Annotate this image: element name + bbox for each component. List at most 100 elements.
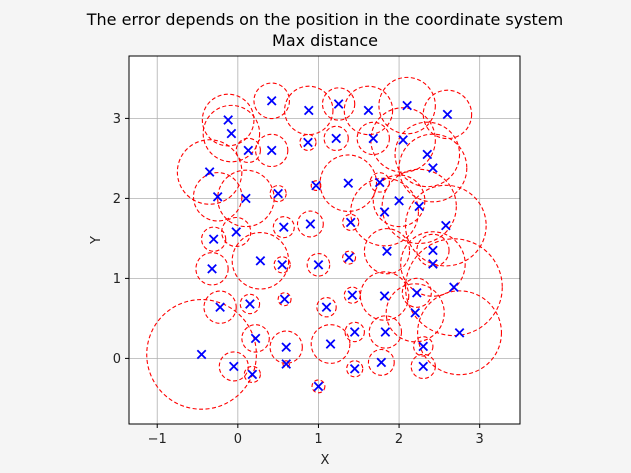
y-tick-label: 1	[113, 272, 121, 287]
error-circle	[146, 299, 257, 410]
error-circle	[239, 293, 261, 315]
point-marker	[247, 369, 258, 380]
error-circle	[306, 252, 331, 277]
chart-title: The error depends on the position in the…	[86, 10, 563, 29]
point-marker	[347, 290, 358, 301]
error-circle	[277, 292, 292, 307]
point-marker	[368, 133, 379, 144]
error-circle	[400, 231, 466, 297]
point-marker	[345, 217, 356, 228]
y-axis-label: Y	[89, 236, 104, 245]
error-circle	[344, 321, 365, 343]
point-marker	[305, 219, 316, 229]
error-circle	[218, 351, 249, 382]
x-axis-ticks: −1 0 1 2 3	[148, 424, 484, 447]
x-tick-label: 2	[395, 432, 403, 447]
point-marker	[331, 133, 342, 144]
x-axis-label: X	[321, 453, 330, 468]
point-marker	[379, 207, 390, 217]
point-marker	[231, 227, 242, 237]
point-marker	[255, 255, 266, 266]
error-circle	[342, 213, 360, 232]
error-circle	[342, 250, 357, 265]
point-marker	[402, 100, 412, 111]
error-circle	[255, 133, 289, 168]
error-circle	[378, 76, 436, 135]
error-circle	[176, 139, 243, 205]
error-circle	[368, 315, 403, 349]
point-marker	[379, 291, 390, 301]
point-marker	[277, 259, 288, 270]
error-circle	[413, 336, 434, 357]
x-tick-label: 3	[476, 432, 484, 447]
error-circle	[243, 365, 261, 384]
error-circle	[356, 121, 390, 156]
error-circle	[316, 296, 337, 318]
error-circle	[350, 177, 419, 247]
point-marker	[333, 99, 344, 109]
error-circle	[284, 85, 334, 136]
error-circle	[310, 324, 351, 364]
point-marker	[266, 95, 277, 106]
point-marker	[313, 259, 324, 270]
point-marker	[281, 342, 292, 353]
error-circle	[404, 238, 503, 337]
point-marker	[207, 263, 217, 274]
point-marker	[208, 234, 219, 245]
error-circle	[235, 137, 261, 164]
error-circle	[253, 82, 290, 120]
error-circle	[299, 133, 317, 152]
point-marker	[410, 307, 421, 318]
error-circle	[363, 228, 411, 275]
error-circle	[343, 286, 361, 304]
error-circle	[416, 233, 450, 268]
grid	[129, 56, 520, 424]
error-circle	[404, 184, 487, 267]
point-marker	[363, 105, 374, 116]
point-marker	[321, 302, 332, 313]
error-circle	[192, 172, 243, 222]
point-marker	[223, 115, 233, 125]
point-marker	[228, 361, 239, 372]
error-circle	[201, 226, 227, 252]
error-circle	[282, 360, 290, 368]
error-circle	[359, 271, 410, 321]
point-marker	[279, 294, 290, 305]
point-marker	[266, 145, 277, 156]
point-marker	[380, 327, 391, 337]
error-circle	[311, 379, 326, 394]
y-tick-label: 0	[113, 352, 121, 367]
error-circle	[203, 290, 237, 324]
point-marker	[281, 359, 292, 369]
error-circle	[367, 348, 395, 376]
y-tick-label: 3	[113, 112, 121, 127]
error-circle	[269, 184, 287, 203]
point-marker	[250, 333, 261, 344]
point-marker	[449, 282, 459, 293]
error-circle	[273, 256, 291, 274]
point-marker	[273, 188, 283, 199]
point-marker	[428, 163, 438, 173]
point-marker	[215, 302, 225, 313]
point-marker	[204, 167, 215, 177]
error-circle	[269, 330, 303, 364]
error-circle	[394, 121, 461, 188]
error-circle	[202, 104, 261, 163]
point-marker	[243, 145, 254, 156]
point-marker	[374, 177, 385, 188]
point-marker	[428, 259, 438, 269]
point-marker	[398, 135, 408, 145]
error-circle	[217, 169, 275, 228]
point-marker	[245, 299, 255, 309]
error-circle	[422, 89, 473, 140]
point-marker	[349, 327, 360, 337]
error-circle	[310, 180, 322, 191]
point-marker	[313, 381, 324, 392]
point-marker	[311, 180, 321, 191]
point-marker	[212, 191, 223, 202]
point-markers	[196, 95, 465, 392]
error-circle	[296, 210, 324, 238]
x-tick-label: 0	[234, 432, 242, 447]
y-tick-label: 2	[113, 192, 121, 207]
point-marker	[422, 149, 433, 160]
